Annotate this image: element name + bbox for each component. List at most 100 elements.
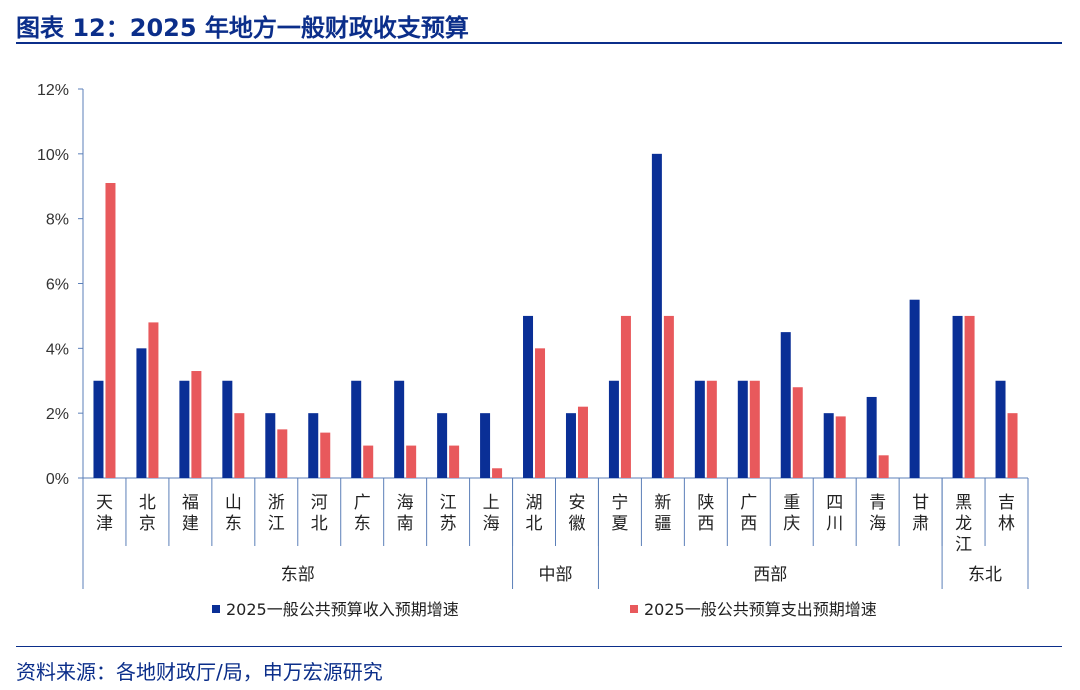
category-label: 福 [182,493,199,513]
category-label: 疆 [654,514,671,534]
y-tick-label: 4% [46,341,69,358]
category-label: 林 [998,514,1015,534]
category-label: 东 [225,514,242,534]
category-label: 东 [354,514,371,534]
figure-title: 图表 12：2025 年地方一般财政收支预算 [16,14,469,42]
expenditure-bar [620,315,631,478]
y-tick-label: 2% [46,406,69,423]
category-label: 海 [397,493,414,513]
category-label: 龙 [955,514,972,534]
revenue-bar [952,315,963,478]
category-label: 苏 [440,514,457,534]
revenue-bar [136,348,147,478]
category-label: 甘 [912,493,929,513]
expenditure-bar [535,348,546,478]
revenue-bar [523,315,534,478]
category-label: 江 [268,514,285,534]
expenditure-bar [449,445,460,478]
category-label: 江 [955,535,972,555]
category-label: 广 [740,493,757,513]
category-label: 海 [869,514,886,534]
expenditure-bar [749,380,760,478]
y-tick-label: 0% [46,471,69,488]
revenue-bar [780,332,791,478]
group-label: 东北 [968,565,1002,585]
category-label: 陕 [697,493,714,513]
category-label: 广 [354,493,371,513]
revenue-bar [995,380,1006,478]
category-label: 西 [697,514,714,534]
category-label: 湖 [526,493,543,513]
expenditure-bar [363,445,374,478]
revenue-bar [351,380,362,478]
expenditure-bar [792,387,803,478]
category-label: 北 [139,493,156,513]
category-label: 庆 [783,514,800,534]
category-label: 夏 [611,514,628,534]
revenue-bar [437,413,448,478]
y-tick-label: 12% [37,82,69,99]
expenditure-bar [148,322,159,478]
legend-swatch-revenue [212,605,220,613]
revenue-bar [308,413,319,478]
category-label: 山 [225,493,242,513]
footer-rule [16,646,1062,647]
revenue-bar [394,380,405,478]
expenditure-bar [964,315,975,478]
revenue-bar [608,380,619,478]
revenue-bar [651,153,662,479]
revenue-bar [222,380,233,478]
category-label: 江 [440,493,457,513]
expenditure-bar [492,468,503,478]
revenue-bar [909,299,920,478]
expenditure-bar [706,380,717,478]
group-label: 中部 [539,565,573,585]
category-label: 建 [182,514,199,534]
category-label: 重 [783,493,800,513]
revenue-bar [565,413,576,478]
category-label: 四 [826,493,843,513]
revenue-bar [179,380,190,478]
revenue-bar [866,396,877,478]
expenditure-bar [191,371,202,478]
category-label: 宁 [611,493,628,513]
expenditure-bar [835,416,846,478]
expenditure-bar [878,455,889,478]
category-label: 北 [311,514,328,534]
revenue-bar [93,380,104,478]
group-label: 东部 [281,565,315,585]
expenditure-bar [663,315,674,478]
y-tick-label: 8% [46,212,69,229]
category-label: 川 [826,514,843,534]
category-label: 上 [483,493,500,513]
category-label: 黑 [955,493,972,513]
category-label: 天 [96,493,113,513]
expenditure-bar [1007,413,1018,478]
expenditure-bar [105,183,116,478]
category-label: 吉 [998,493,1015,513]
revenue-bar [694,380,705,478]
title-rule [16,42,1062,44]
expenditure-bar [577,406,588,478]
category-label: 京 [139,514,156,534]
category-label: 肃 [912,514,929,534]
revenue-bar [737,380,748,478]
category-label: 青 [869,493,886,513]
y-tick-label: 10% [37,147,69,164]
category-label: 安 [568,493,585,513]
category-label: 北 [526,514,543,534]
category-label: 南 [397,514,414,534]
expenditure-bar [277,429,288,478]
category-label: 徽 [568,514,585,534]
category-label: 津 [96,514,113,534]
bar-chart: 0%2%4%6%8%10%12%天津北京福建山东浙江河北广东海南江苏上海湖北安徽… [37,82,1029,619]
expenditure-bar [234,413,245,478]
legend-label-expenditure: 2025一般公共预算支出预期增速 [644,600,877,619]
legend-label-revenue: 2025一般公共预算收入预期增速 [226,600,459,619]
legend-swatch-expenditure [630,605,638,613]
expenditure-bar [320,432,331,478]
revenue-bar [823,413,834,478]
y-tick-label: 6% [46,277,69,294]
source-note: 资料来源：各地财政厅/局，申万宏源研究 [16,660,383,684]
group-label: 西部 [753,565,787,585]
